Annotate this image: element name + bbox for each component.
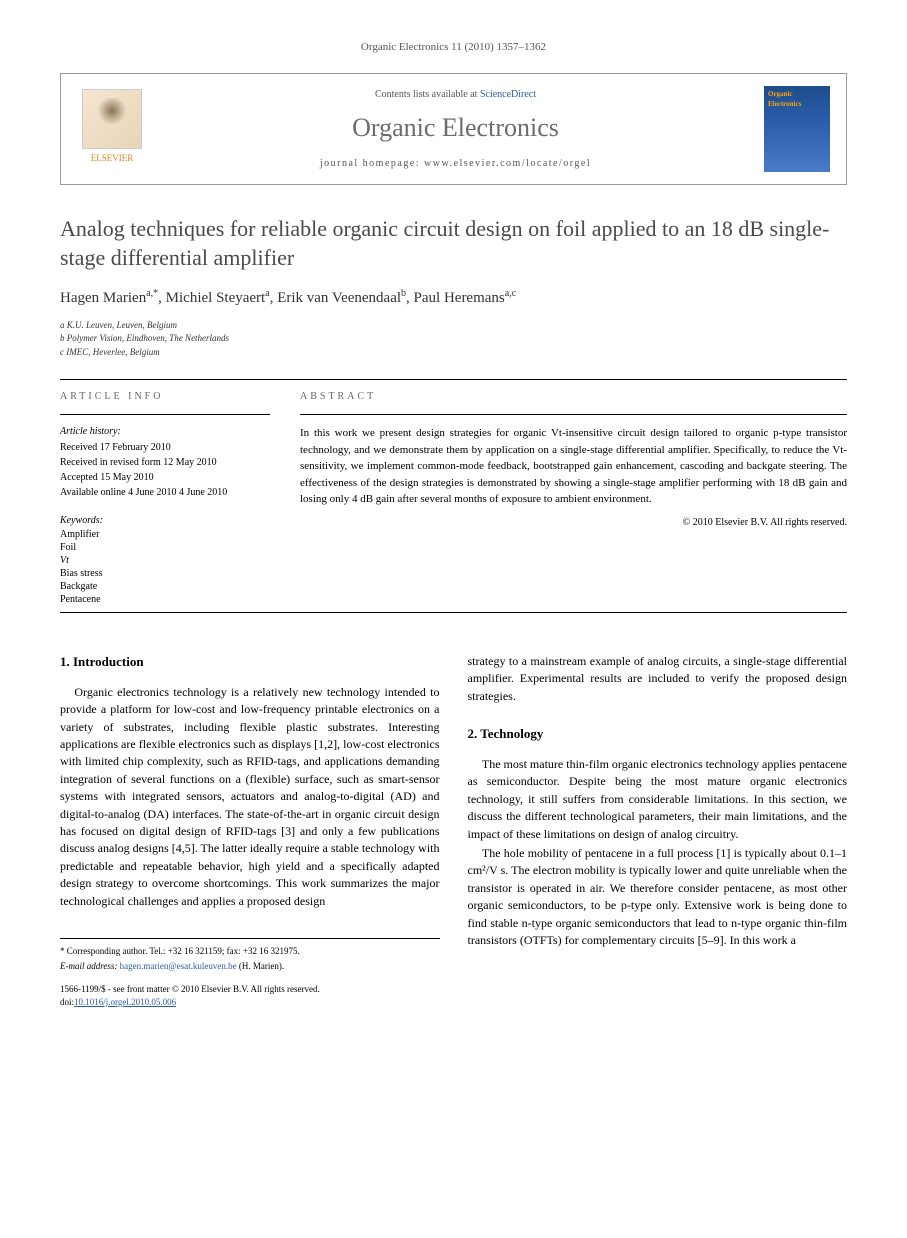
divider bbox=[60, 414, 270, 415]
email-suffix: (H. Marien). bbox=[237, 961, 284, 971]
email-line: E-mail address: hagen.marien@esat.kuleuv… bbox=[60, 960, 440, 973]
paragraph: strategy to a mainstream example of anal… bbox=[468, 653, 848, 705]
doi-link[interactable]: 10.1016/j.orgel.2010.05.006 bbox=[74, 997, 176, 1007]
journal-homepage: journal homepage: www.elsevier.com/locat… bbox=[161, 157, 750, 171]
affiliation: b Polymer Vision, Eindhoven, The Netherl… bbox=[60, 332, 847, 346]
history-item: Received 17 February 2010 bbox=[60, 441, 270, 455]
author: Erik van Veenendaalb bbox=[277, 290, 406, 306]
article-info-block: ARTICLE INFO Article history: Received 1… bbox=[60, 390, 270, 606]
keyword: Bias stress bbox=[60, 567, 270, 580]
doi-label: doi: bbox=[60, 997, 74, 1007]
elsevier-logo: ELSEVIER bbox=[77, 89, 147, 169]
keyword: Backgate bbox=[60, 580, 270, 593]
author: Michiel Steyaerta bbox=[166, 290, 270, 306]
divider bbox=[60, 379, 847, 380]
elsevier-tree-icon bbox=[82, 89, 142, 149]
article-info-heading: ARTICLE INFO bbox=[60, 390, 270, 404]
right-column: strategy to a mainstream example of anal… bbox=[468, 653, 848, 1009]
abstract-heading: ABSTRACT bbox=[300, 390, 847, 404]
corresponding-author: * Corresponding author. Tel.: +32 16 321… bbox=[60, 945, 440, 958]
journal-reference: Organic Electronics 11 (2010) 1357–1362 bbox=[60, 40, 847, 55]
affiliation: c IMEC, Heverlee, Belgium bbox=[60, 346, 847, 360]
affiliation: a K.U. Leuven, Leuven, Belgium bbox=[60, 319, 847, 333]
history-item: Received in revised form 12 May 2010 bbox=[60, 456, 270, 470]
sciencedirect-link[interactable]: ScienceDirect bbox=[480, 89, 536, 100]
paragraph: Organic electronics technology is a rela… bbox=[60, 684, 440, 910]
keyword: Amplifier bbox=[60, 528, 270, 541]
history-label: Article history: bbox=[60, 425, 270, 439]
keyword: Vt bbox=[60, 554, 270, 567]
publisher-name: ELSEVIER bbox=[91, 152, 134, 165]
abstract-text: In this work we present design strategie… bbox=[300, 425, 847, 508]
paragraph: The most mature thin-film organic electr… bbox=[468, 756, 848, 843]
article-title: Analog techniques for reliable organic c… bbox=[60, 215, 847, 272]
contents-available: Contents lists available at ScienceDirec… bbox=[161, 88, 750, 102]
history-item: Available online 4 June 2010 4 June 2010 bbox=[60, 486, 270, 500]
author: Paul Heremansa,c bbox=[414, 290, 517, 306]
author-list: Hagen Mariena,*, Michiel Steyaerta, Erik… bbox=[60, 287, 847, 309]
copyright-notice: © 2010 Elsevier B.V. All rights reserved… bbox=[300, 516, 847, 530]
header-center: Contents lists available at ScienceDirec… bbox=[161, 88, 750, 170]
keyword: Pentacene bbox=[60, 593, 270, 606]
keywords-label: Keywords: bbox=[60, 514, 270, 528]
abstract-block: ABSTRACT In this work we present design … bbox=[300, 390, 847, 606]
section-heading: 1. Introduction bbox=[60, 653, 440, 672]
journal-cover-thumbnail: Organic Electronics bbox=[764, 86, 830, 172]
corresponding-author-footer: * Corresponding author. Tel.: +32 16 321… bbox=[60, 938, 440, 973]
history-item: Accepted 15 May 2010 bbox=[60, 471, 270, 485]
affiliations: a K.U. Leuven, Leuven, Belgium b Polymer… bbox=[60, 319, 847, 360]
keyword: Foil bbox=[60, 541, 270, 554]
cover-label: Organic Electronics bbox=[768, 90, 826, 110]
section-heading: 2. Technology bbox=[468, 725, 848, 744]
author-email-link[interactable]: hagen.marien@esat.kuleuven.be bbox=[120, 961, 237, 971]
doi-line: doi:10.1016/j.orgel.2010.05.006 bbox=[60, 996, 440, 1009]
contents-prefix: Contents lists available at bbox=[375, 89, 480, 100]
email-label: E-mail address: bbox=[60, 961, 120, 971]
author: Hagen Mariena,* bbox=[60, 290, 158, 306]
left-column: 1. Introduction Organic electronics tech… bbox=[60, 653, 440, 1009]
article-meta-section: ARTICLE INFO Article history: Received 1… bbox=[60, 390, 847, 606]
divider bbox=[300, 414, 847, 415]
journal-header: ELSEVIER Contents lists available at Sci… bbox=[60, 73, 847, 185]
issn-line: 1566-1199/$ - see front matter © 2010 El… bbox=[60, 983, 440, 996]
journal-name: Organic Electronics bbox=[161, 110, 750, 146]
body-columns: 1. Introduction Organic electronics tech… bbox=[60, 653, 847, 1009]
divider bbox=[60, 612, 847, 613]
paragraph: The hole mobility of pentacene in a full… bbox=[468, 845, 848, 949]
